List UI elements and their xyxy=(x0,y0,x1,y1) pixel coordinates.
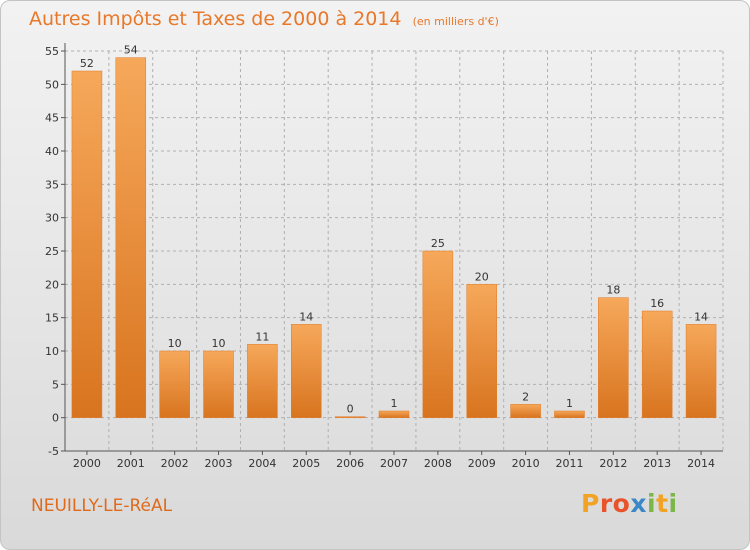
bar-2001 xyxy=(115,57,147,418)
x-tick-label: 2001 xyxy=(117,457,145,470)
logo-letter: i xyxy=(668,489,678,518)
bar-2014 xyxy=(685,324,717,418)
x-tick-label: 2000 xyxy=(73,457,101,470)
town-name: NEUILLY-LE-RéAL xyxy=(31,496,173,516)
bar-2007 xyxy=(378,410,410,418)
logo-letter: t xyxy=(656,489,669,518)
bars xyxy=(71,57,717,418)
data-label-2006: 0 xyxy=(347,403,354,416)
logo-letter: i xyxy=(647,489,657,518)
x-tick-label: 2013 xyxy=(643,457,671,470)
x-tick-label: 2006 xyxy=(336,457,364,470)
bar-2000 xyxy=(71,70,103,418)
x-tick-labels: 2000 2001 2002 2003 2004 2005 2006 2007 2008 2009… xyxy=(73,457,715,470)
y-tick-label: 20 xyxy=(45,278,59,291)
y-tick-label: 40 xyxy=(45,145,59,158)
x-tick-label: 2009 xyxy=(468,457,496,470)
x-tick-label: 2007 xyxy=(380,457,408,470)
y-tick-label: 0 xyxy=(52,412,59,425)
bar-2006 xyxy=(334,416,366,418)
data-label-2011: 1 xyxy=(566,397,573,410)
data-labels: 52 54 10 10 11 14 0 1 25 20 2 1 18 16 14 xyxy=(80,44,708,416)
bar-2012 xyxy=(598,297,629,418)
x-tick-label: 2010 xyxy=(512,457,540,470)
logo-letter: P xyxy=(581,489,600,518)
y-tick-label: 25 xyxy=(45,245,59,258)
data-label-2007: 1 xyxy=(391,397,398,410)
bar-2002 xyxy=(159,350,190,418)
bar-2011 xyxy=(554,410,585,418)
chart-title-main: Autres Impôts et Taxes de 2000 à 2014 xyxy=(29,8,402,30)
x-tick-label: 2004 xyxy=(248,457,276,470)
bar-2005 xyxy=(291,324,322,418)
x-tick-label: 2011 xyxy=(555,457,583,470)
logo-letter: r xyxy=(599,489,613,518)
y-tick-label: 5 xyxy=(52,378,59,391)
data-label-2008: 25 xyxy=(431,237,445,250)
data-label-2005: 14 xyxy=(299,310,313,323)
y-tick-label: 15 xyxy=(45,312,59,325)
x-tick-label: 2005 xyxy=(292,457,320,470)
data-label-2009: 20 xyxy=(475,270,489,283)
y-tick-label: 30 xyxy=(45,212,59,225)
data-label-2003: 10 xyxy=(212,337,226,350)
bar-2008 xyxy=(422,250,454,418)
bar-2010 xyxy=(510,404,541,418)
data-label-2004: 11 xyxy=(255,330,269,343)
y-tick-label: 10 xyxy=(45,345,59,358)
logo-letter: o xyxy=(612,489,631,518)
x-tick-label: 2003 xyxy=(205,457,233,470)
y-tick-label: 35 xyxy=(45,178,59,191)
logo-letter: x xyxy=(630,489,647,518)
chart-title: Autres Impôts et Taxes de 2000 à 2014 (e… xyxy=(29,8,499,30)
data-label-2000: 52 xyxy=(80,57,94,70)
bar-2009 xyxy=(466,284,497,418)
y-tick-labels: -5 0 5 10 15 20 25 30 35 40 45 50 55 xyxy=(45,45,59,458)
x-tick-label: 2012 xyxy=(599,457,627,470)
y-tick-label: -5 xyxy=(48,445,59,458)
axes xyxy=(61,43,723,455)
data-label-2010: 2 xyxy=(522,390,529,403)
data-label-2012: 18 xyxy=(606,284,620,297)
data-label-2002: 10 xyxy=(168,337,182,350)
data-label-2001: 54 xyxy=(124,44,138,57)
y-tick-label: 45 xyxy=(45,112,59,125)
y-tick-label: 50 xyxy=(45,78,59,91)
y-tick-label: 55 xyxy=(45,45,59,58)
proxiti-logo: Proxiti xyxy=(581,489,678,518)
data-label-2014: 14 xyxy=(694,310,708,323)
chart-subtitle: (en milliers d'€) xyxy=(412,15,499,28)
bar-2003 xyxy=(203,350,234,418)
x-tick-label: 2002 xyxy=(161,457,189,470)
data-label-2013: 16 xyxy=(650,297,664,310)
bar-2013 xyxy=(641,310,673,418)
bar-2004 xyxy=(247,344,278,418)
x-tick-label: 2014 xyxy=(687,457,715,470)
x-tick-label: 2008 xyxy=(424,457,452,470)
